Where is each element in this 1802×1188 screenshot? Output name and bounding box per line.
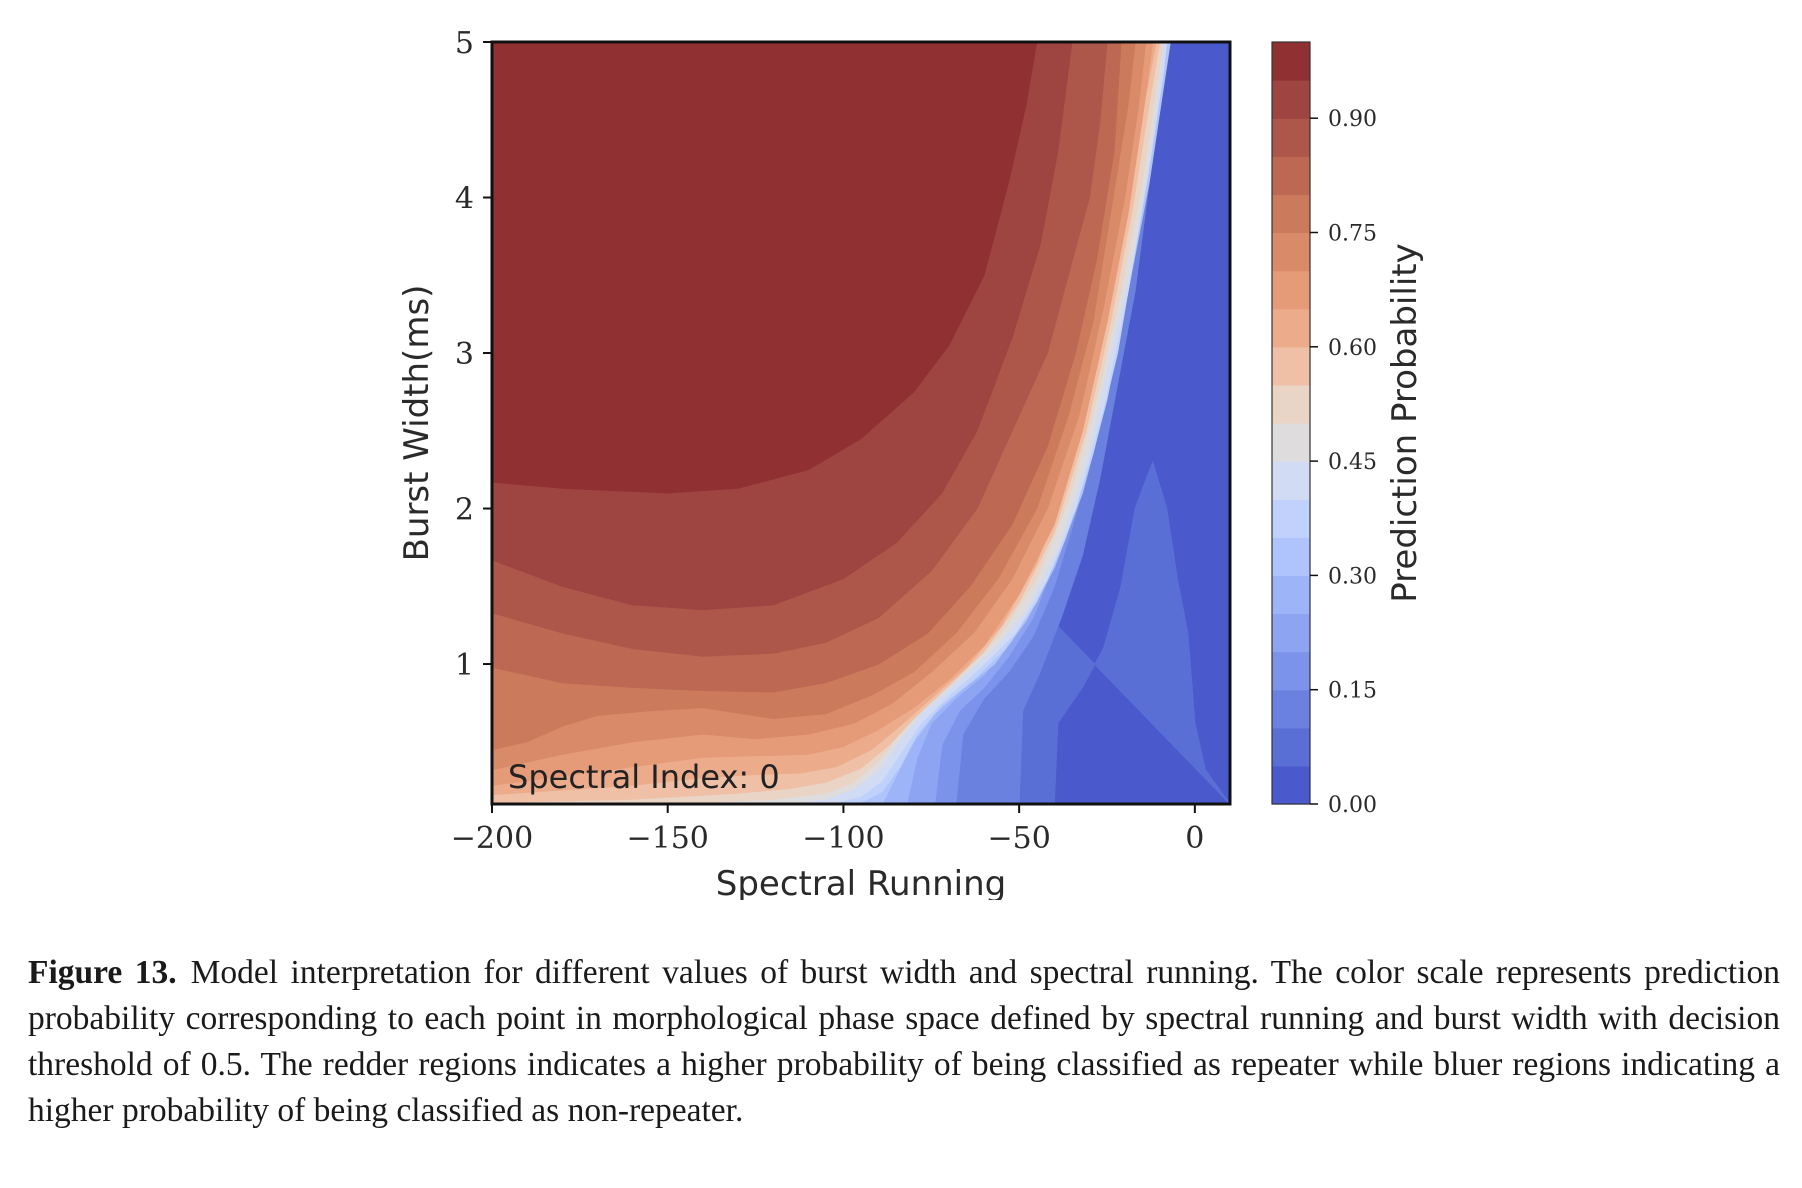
colorbar-title: Prediction Probability: [1385, 243, 1425, 602]
colorbar-tick-label: 0.60: [1328, 336, 1377, 361]
y-tick-label: 3: [455, 337, 474, 372]
colorbar-segment: [1272, 346, 1310, 386]
colorbar-segment: [1272, 461, 1310, 500]
colorbar-segment: [1272, 765, 1310, 805]
y-tick-label: 2: [455, 493, 474, 528]
colorbar-segment: [1272, 118, 1310, 157]
colorbar-segment: [1272, 499, 1310, 538]
x-tick-label: −100: [802, 821, 884, 856]
colorbar-segment: [1272, 613, 1310, 653]
colorbar-segment: [1272, 156, 1310, 195]
spectral-index-annotation: Spectral Index: 0: [508, 758, 780, 796]
y-tick-label: 1: [455, 648, 474, 683]
colorbar-segment: [1272, 651, 1310, 691]
colorbar-tick-label: 0.30: [1328, 564, 1377, 589]
colorbar-tick-label: 0.75: [1328, 222, 1377, 247]
colorbar-segment: [1272, 194, 1310, 234]
colorbar-segment: [1272, 423, 1310, 462]
colorbar-tick-label: 0.45: [1328, 450, 1377, 475]
colorbar-segment: [1272, 80, 1310, 119]
y-axis-title: Burst Width(ms): [397, 285, 437, 562]
colorbar-segment: [1272, 384, 1310, 424]
x-tick-label: −50: [987, 821, 1050, 856]
colorbar-segment: [1272, 537, 1310, 576]
x-tick-label: 0: [1185, 821, 1204, 856]
colorbar-tick-label: 0.90: [1328, 107, 1377, 132]
colorbar-frame: [1271, 41, 1311, 805]
colorbar-segment: [1272, 42, 1310, 81]
contour-region-95: [492, 42, 1038, 804]
plot-area: Spectral Index: 0: [490, 40, 1232, 806]
x-axis: −200 −150 −100 −50 0: [451, 804, 1204, 856]
contour-layer: [492, 42, 1230, 804]
caption-text: Model interpretation for different value…: [28, 954, 1780, 1129]
y-axis: 1 2 3 4 5: [455, 26, 492, 683]
colorbar-segment: [1272, 270, 1310, 310]
caption-label: Figure 13.: [28, 954, 177, 991]
plot-frame: [490, 40, 1232, 806]
colorbar-segment: [1272, 308, 1310, 348]
colorbar-segment: [1272, 232, 1310, 272]
y-tick-label: 5: [455, 26, 474, 61]
contour-figure: Spectral Index: 0 −200 −150 −100 −50 0 1 2 3 4 5…: [397, 26, 1425, 900]
figure-caption: Figure 13. Model interpretation for diffe…: [28, 950, 1780, 1134]
colorbar-segment: [1272, 575, 1310, 615]
x-axis-title: Spectral Running: [716, 864, 1007, 900]
colorbar-segment: [1272, 689, 1310, 729]
x-tick-label: −150: [627, 821, 709, 856]
y-tick-label: 4: [455, 182, 474, 217]
colorbar-segment: [1272, 727, 1310, 767]
colorbar-tick-label: 0.15: [1328, 679, 1377, 704]
x-tick-label: −200: [451, 821, 533, 856]
colorbar-tick-label: 0.00: [1328, 793, 1377, 818]
colorbar: 0.00 0.15 0.30 0.45 0.60 0.75 0.90: [1271, 41, 1377, 818]
